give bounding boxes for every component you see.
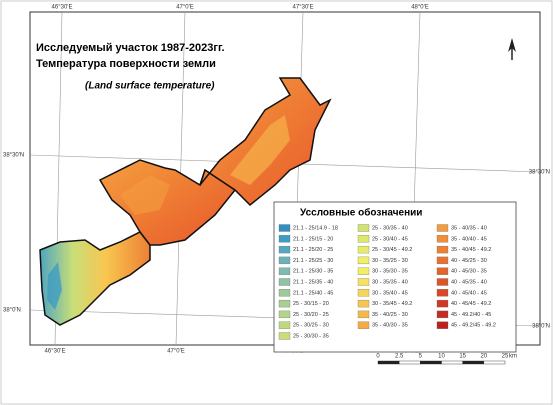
legend-label: 45 - 49.2/40 - 45 xyxy=(451,312,491,318)
legend-swatch xyxy=(278,332,291,340)
legend-swatch xyxy=(357,299,370,308)
legend-label: 40 - 45/25 - 30 xyxy=(451,258,487,264)
legend-label: 21.1 - 25/15 - 20 xyxy=(293,236,333,242)
coord-label: 38°30'N xyxy=(3,153,24,159)
legend-label: 25 - 30/15 - 20 xyxy=(293,301,329,307)
legend-swatch xyxy=(357,256,370,265)
legend: Уссловные обозначении 21.1 - 25/14.9 - 1… xyxy=(273,201,517,353)
legend-label: 35 - 40/45 - 49.2 xyxy=(451,247,491,253)
map-title: Исследуемый участок 1987-2023гг. xyxy=(36,42,225,54)
legend-swatch xyxy=(357,235,370,243)
legend-swatch xyxy=(357,224,370,232)
legend-swatch xyxy=(436,245,449,254)
study-area xyxy=(39,77,332,326)
legend-swatch xyxy=(357,245,370,254)
legend-label: 21.1 - 25/20 - 25 xyxy=(293,247,333,253)
coord-label: 38°0'N xyxy=(532,324,550,330)
legend-swatch xyxy=(436,235,449,243)
legend-label: 45 - 49.2/45 - 49.2 xyxy=(451,323,496,329)
legend-label: 30 - 35/35 - 40 xyxy=(372,279,408,285)
scale-segment xyxy=(462,360,485,365)
scale-label: 15 xyxy=(459,354,466,360)
scale-label: 20 xyxy=(480,354,487,360)
legend-swatch xyxy=(436,224,449,232)
legend-title: Уссловные обозначении xyxy=(300,207,422,219)
scale-unit: km xyxy=(509,354,517,360)
legend-swatch xyxy=(436,278,449,286)
scale-segment xyxy=(377,360,400,365)
legend-swatch xyxy=(436,256,449,265)
coord-label: 46°30'E xyxy=(45,349,66,355)
scale-segment xyxy=(483,360,506,365)
scale-segment xyxy=(441,360,463,365)
legend-label: 25 - 30/20 - 25 xyxy=(293,312,329,318)
scale-label: 25 xyxy=(502,354,509,360)
coord-label: 47°30'E xyxy=(293,5,314,11)
coord-label: 38°30'N xyxy=(529,170,550,176)
legend-label: 40 - 45/30 - 35 xyxy=(451,269,487,275)
legend-swatch xyxy=(278,224,291,232)
legend-swatch xyxy=(436,289,449,297)
legend-swatch xyxy=(278,289,291,297)
legend-swatch xyxy=(278,245,291,254)
legend-label: 21.1 - 25/14.9 - 18 xyxy=(293,225,338,231)
legend-label: 21.1 - 25/35 - 40 xyxy=(293,279,333,285)
legend-label: 35 - 40/35 - 40 xyxy=(451,225,487,231)
legend-label: 21.1 - 25/30 - 35 xyxy=(293,269,333,275)
legend-label: 25 - 30/25 - 30 xyxy=(293,323,329,329)
legend-label: 35 - 40/30 - 35 xyxy=(372,323,408,329)
legend-swatch xyxy=(278,299,291,308)
legend-swatch xyxy=(436,321,449,329)
map-title: Температура поверхности земли xyxy=(36,58,216,70)
legend-label: 30 - 35/40 - 45 xyxy=(372,290,408,296)
coord-label: 48°0'E xyxy=(411,5,429,11)
scale-label: 5 xyxy=(419,354,423,360)
legend-label: 25 - 30/35 - 40 xyxy=(372,225,408,231)
legend-label: 30 - 35/30 - 35 xyxy=(372,269,408,275)
legend-swatch xyxy=(278,267,291,275)
scale-segment xyxy=(398,360,421,365)
legend-label: 21.1 - 25/40 - 45 xyxy=(293,290,333,296)
legend-swatch xyxy=(278,235,291,243)
scale-label: 0 xyxy=(376,354,380,360)
legend-label: 25 - 30/30 - 35 xyxy=(293,333,329,339)
map-subtitle: (Land surface temperature) xyxy=(85,81,215,92)
legend-swatch xyxy=(278,278,291,286)
scale-label: 2.5 xyxy=(395,354,404,360)
legend-label: 35 - 40/40 - 45 xyxy=(451,236,487,242)
legend-swatch xyxy=(436,310,449,319)
legend-label: 21.1 - 25/25 - 30 xyxy=(293,258,333,264)
legend-label: 30 - 35/45 - 49.2 xyxy=(372,301,412,307)
coord-label: 47°0'E xyxy=(176,5,194,11)
legend-label: 40 - 45/45 - 49.2 xyxy=(451,301,491,307)
legend-swatch xyxy=(357,278,370,286)
legend-swatch xyxy=(278,256,291,265)
scale-segment xyxy=(420,360,442,365)
north-arrow xyxy=(508,38,516,60)
legend-swatch xyxy=(357,310,370,319)
legend-swatch xyxy=(357,289,370,297)
coord-label: 46°30'E xyxy=(52,5,73,11)
legend-label: 25 - 30/45 - 49.2 xyxy=(372,247,412,253)
legend-label: 25 - 30/40 - 45 xyxy=(372,236,408,242)
legend-label: 30 - 35/25 - 30 xyxy=(372,258,408,264)
legend-swatch xyxy=(357,321,370,329)
legend-label: 35 - 40/25 - 30 xyxy=(372,312,408,318)
legend-swatch xyxy=(357,267,370,275)
legend-label: 40 - 45/35 - 40 xyxy=(451,279,487,285)
legend-swatch xyxy=(436,267,449,275)
legend-label: 40 - 45/40 - 45 xyxy=(451,290,487,296)
coord-label: 47°0'E xyxy=(167,349,185,355)
legend-swatch xyxy=(278,310,291,319)
legend-swatch xyxy=(436,299,449,308)
coord-label: 38°0'N xyxy=(3,308,21,314)
legend-swatch xyxy=(278,321,291,329)
scale-bar: 0 2.5 5 10 15 20 25 km xyxy=(376,354,517,365)
scale-label: 10 xyxy=(438,354,445,360)
